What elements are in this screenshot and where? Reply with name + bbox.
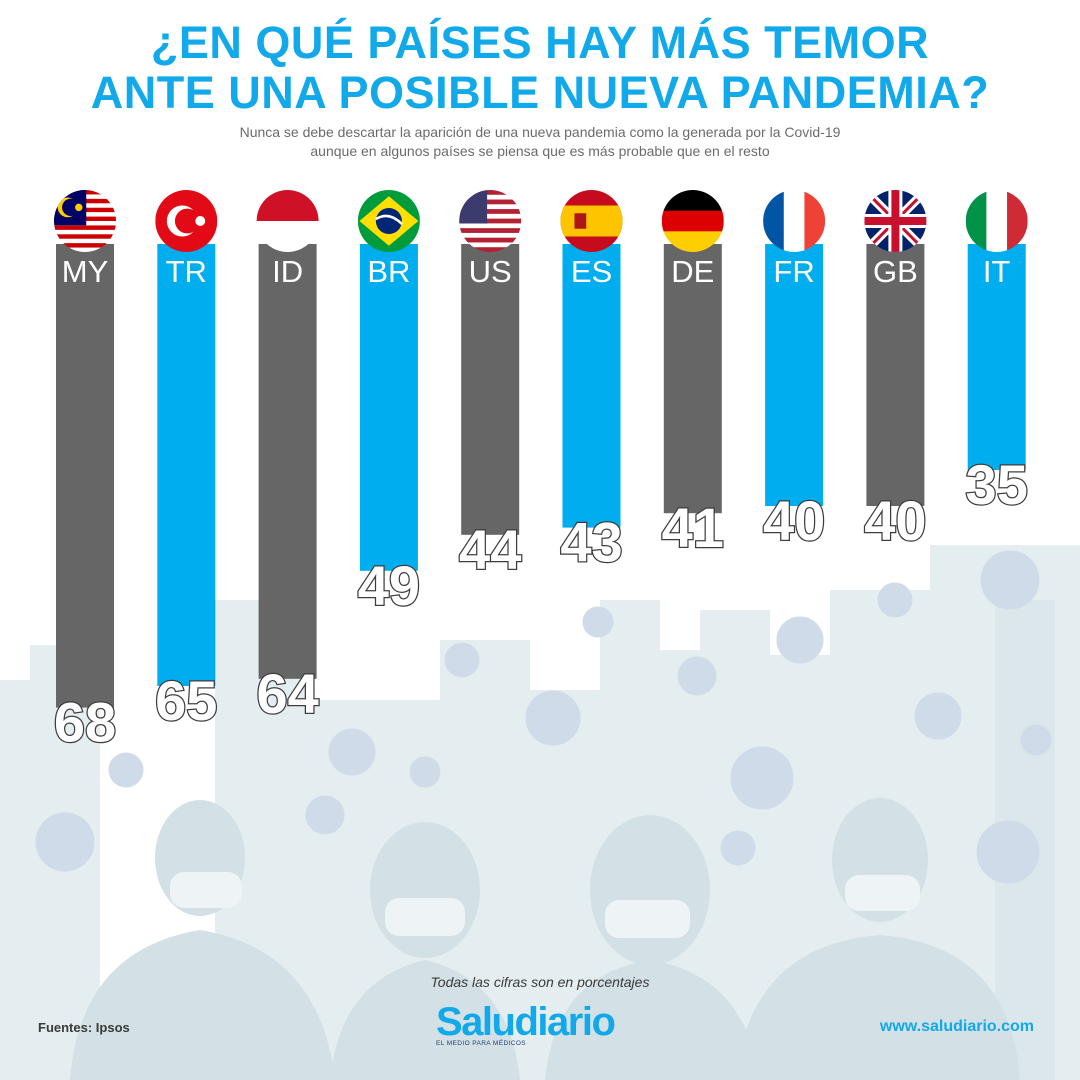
uk-flag-icon xyxy=(864,190,927,252)
chart-title-line-2: ANTE UNA POSIBLE NUEVA PANDEMIA? xyxy=(90,67,990,118)
bar-fr xyxy=(765,244,824,506)
indonesia-flag-icon xyxy=(256,190,319,252)
category-label-br: BR xyxy=(367,254,410,289)
usa-flag-icon xyxy=(459,190,522,252)
saludiario-logo[interactable]: Saludiario EL MEDIO PARA MÉDICOS xyxy=(436,1000,656,1056)
value-label-br: 49 xyxy=(358,554,420,617)
value-label-de: 41 xyxy=(662,496,724,559)
category-label-it: IT xyxy=(983,254,1011,289)
bar-my xyxy=(56,244,114,708)
units-note: Todas las cifras son en porcentajes xyxy=(430,974,650,990)
background-illustration xyxy=(0,545,1080,1080)
logo-tagline: EL MEDIO PARA MÉDICOS xyxy=(436,1040,527,1047)
face-masks xyxy=(170,872,920,938)
category-label-fr: FR xyxy=(773,254,814,289)
spain-flag-icon xyxy=(560,190,623,252)
bar-us xyxy=(461,244,520,535)
bar-it xyxy=(967,244,1026,470)
value-label-it: 35 xyxy=(966,453,1028,516)
malaysia-flag-icon xyxy=(54,190,116,252)
virus-icons xyxy=(35,550,1052,884)
bar-es xyxy=(562,244,621,528)
bar-tr xyxy=(157,244,216,686)
flag-row xyxy=(54,190,1028,252)
germany-flag-icon xyxy=(661,190,724,252)
logo-wordmark: Saludiario xyxy=(436,1000,616,1044)
category-label-gb: GB xyxy=(873,254,918,289)
value-label-es: 43 xyxy=(560,511,622,574)
bar-id xyxy=(258,244,317,679)
italy-flag-icon xyxy=(965,190,1028,252)
subtitle-line-1: Nunca se debe descartar la aparición de … xyxy=(239,124,841,140)
category-label-id: ID xyxy=(272,254,303,289)
value-label-my: 68 xyxy=(54,691,116,754)
france-flag-icon xyxy=(763,190,826,252)
chart-title-line-1: ¿EN QUÉ PAÍSES HAY MÁS TEMOR xyxy=(150,17,930,68)
bar-de xyxy=(663,244,722,514)
turkey-flag-icon xyxy=(155,190,218,252)
value-label-tr: 65 xyxy=(155,669,217,732)
category-label-us: US xyxy=(469,254,512,289)
subtitle-line-2: aunque en algunos países se piensa que e… xyxy=(310,143,770,159)
value-label-gb: 40 xyxy=(864,489,926,552)
category-label-tr: TR xyxy=(166,254,207,289)
value-label-id: 64 xyxy=(256,662,318,725)
category-label-de: DE xyxy=(671,254,714,289)
value-label-us: 44 xyxy=(459,518,521,581)
website-link[interactable]: www.saludiario.com xyxy=(879,1018,1034,1035)
sources-label: Fuentes: Ipsos xyxy=(38,1020,130,1035)
value-label-fr: 40 xyxy=(763,489,825,552)
category-label-es: ES xyxy=(571,254,612,289)
bar-gb xyxy=(866,244,925,506)
bar-chart: MY 68 TR 65 ID 64 BR 49 US 44 ES 43 DE 41 FR 40 GB 40 IT 35 xyxy=(53,244,1029,755)
bar-br xyxy=(359,244,418,571)
category-label-my: MY xyxy=(62,254,109,289)
brazil-flag-icon xyxy=(357,190,420,252)
